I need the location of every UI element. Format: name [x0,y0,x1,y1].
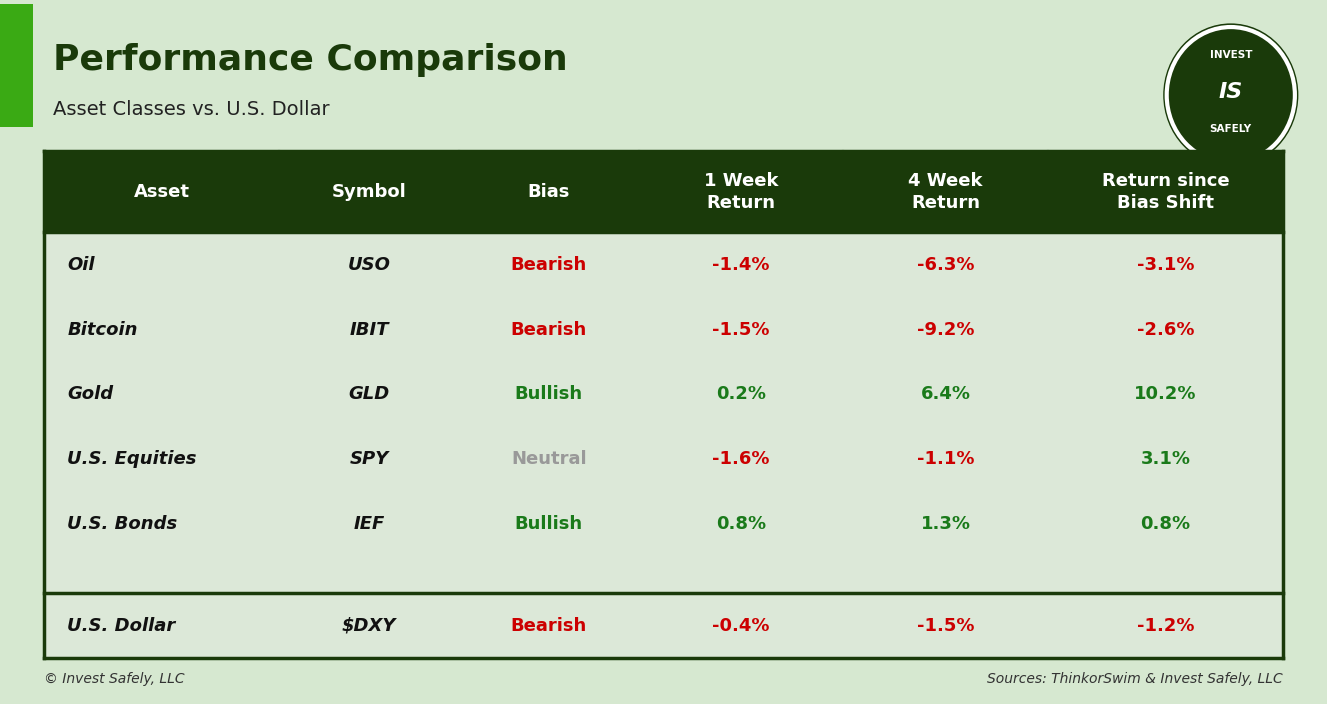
Text: U.S. Dollar: U.S. Dollar [68,617,175,635]
Circle shape [1164,24,1298,166]
Text: -1.1%: -1.1% [917,450,974,468]
Text: 6.4%: 6.4% [921,385,970,403]
Text: IEF: IEF [353,515,385,533]
Text: -2.6%: -2.6% [1137,320,1194,339]
Text: Asset Classes vs. U.S. Dollar: Asset Classes vs. U.S. Dollar [53,100,329,118]
Text: Asset: Asset [134,183,190,201]
Text: © Invest Safely, LLC: © Invest Safely, LLC [44,672,184,686]
Text: Return since
Bias Shift: Return since Bias Shift [1101,172,1229,212]
Text: 0.2%: 0.2% [717,385,766,403]
Text: 10.2%: 10.2% [1135,385,1197,403]
Text: Performance Comparison: Performance Comparison [53,43,568,77]
Text: 0.8%: 0.8% [1140,515,1190,533]
Text: -1.6%: -1.6% [713,450,770,468]
Text: -1.4%: -1.4% [713,256,770,274]
Text: GLD: GLD [349,385,390,403]
Text: USO: USO [348,256,390,274]
Text: -1.5%: -1.5% [713,320,770,339]
Text: Bullish: Bullish [515,515,583,533]
Text: 1 Week
Return: 1 Week Return [703,172,778,212]
Text: 3.1%: 3.1% [1140,450,1190,468]
Text: -1.5%: -1.5% [917,617,974,635]
Circle shape [1178,39,1283,151]
Text: Bias: Bias [528,183,571,201]
Text: Neutral: Neutral [511,450,587,468]
Text: Gold: Gold [68,385,114,403]
Text: Bearish: Bearish [511,320,587,339]
Text: Oil: Oil [68,256,94,274]
Text: INVEST: INVEST [1209,50,1253,60]
Text: 0.8%: 0.8% [715,515,766,533]
Text: Sources: ThinkorSwim & Invest Safely, LLC: Sources: ThinkorSwim & Invest Safely, LL… [987,672,1283,686]
Text: -0.4%: -0.4% [713,617,770,635]
Text: -6.3%: -6.3% [917,256,974,274]
Text: U.S. Bonds: U.S. Bonds [68,515,178,533]
Text: SPY: SPY [349,450,389,468]
Text: -9.2%: -9.2% [917,320,974,339]
Text: Bearish: Bearish [511,256,587,274]
Text: SAFELY: SAFELY [1210,124,1251,134]
Text: Bitcoin: Bitcoin [68,320,138,339]
Text: Bullish: Bullish [515,385,583,403]
Text: Symbol: Symbol [332,183,406,201]
Text: U.S. Equities: U.S. Equities [68,450,196,468]
Text: IS: IS [1218,82,1243,102]
Text: -1.2%: -1.2% [1137,617,1194,635]
Text: $DXY: $DXY [342,617,397,635]
Text: Bearish: Bearish [511,617,587,635]
Text: IBIT: IBIT [349,320,389,339]
Text: -3.1%: -3.1% [1137,256,1194,274]
Text: 4 Week
Return: 4 Week Return [908,172,983,212]
Text: 1.3%: 1.3% [921,515,970,533]
